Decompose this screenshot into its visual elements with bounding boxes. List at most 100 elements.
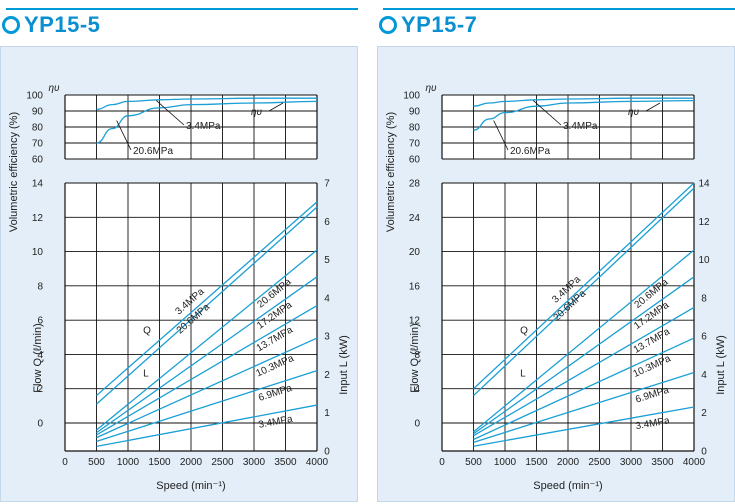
eta-curve-label: ηυ [251, 107, 263, 118]
flow-tick-label: 4 [37, 350, 43, 361]
flow-tick-label: 2 [37, 384, 43, 395]
flow-tick-label: 8 [37, 281, 43, 292]
flow-tick-label: 12 [409, 316, 421, 327]
speed-tick-label: 1500 [525, 457, 548, 468]
speed-axis-label: Speed (min⁻¹) [156, 480, 225, 492]
efficiency-tick-label: 90 [32, 107, 44, 118]
efficiency-tick-label: 70 [32, 139, 44, 150]
chart-panel-yp15-5: 100 90 80 70 60 ηυ 14 12 10 8 6 4 2 0 7 6 5 4 3 2 1 0 0 500 1000… [0, 46, 358, 502]
header-rule [6, 8, 358, 10]
input-curve-letter: L [520, 369, 526, 380]
speed-tick-label: 1000 [494, 457, 517, 468]
input-line-13.7MPa [96, 304, 318, 436]
efficiency-tick-label: 100 [26, 91, 43, 102]
speed-tick-label: 1500 [148, 457, 171, 468]
circle-icon [2, 16, 20, 34]
input-line-20.6MPa [473, 249, 695, 433]
leader-line [493, 120, 509, 151]
speed-tick-label: 3500 [651, 457, 674, 468]
speed-tick-label: 2000 [180, 457, 203, 468]
input-axis-label: Input L (kW) [338, 335, 350, 395]
flow-tick-label: 6 [37, 316, 43, 327]
input-line-17.2MPa [96, 276, 318, 434]
speed-tick-label: 2500 [211, 457, 234, 468]
speed-tick-label: 2000 [557, 457, 580, 468]
efficiency-curve-20.6MPa [473, 99, 695, 131]
flow-curve-letter: Q [143, 325, 151, 336]
flow-tick-label: 14 [32, 179, 44, 190]
efficiency-curve-3.4MPa [473, 97, 694, 107]
efficiency-label-20.6MPa: 20.6MPa [133, 146, 173, 157]
speed-tick-label: 500 [465, 457, 482, 468]
flow-tick-label: 0 [414, 419, 420, 430]
flow-axis-label: Flow Q (ℓ/min) [32, 323, 44, 393]
input-line-20.6MPa [96, 249, 318, 431]
input-tick-label: 7 [324, 179, 330, 190]
chart-title: YP15-7 [401, 12, 478, 37]
efficiency-axis-label: Volumetric efficiency (%) [8, 112, 20, 232]
flow-tick-label: 20 [409, 247, 421, 258]
speed-tick-label: 4000 [683, 457, 706, 468]
efficiency-curve-20.6MPa [96, 100, 318, 144]
input-tick-label: 4 [324, 293, 330, 304]
leader-line [533, 100, 562, 126]
header-yp15-7: YP15-7 [377, 0, 735, 44]
speed-tick-label: 4000 [306, 457, 329, 468]
input-tick-label: 5 [324, 255, 330, 266]
input-tick-label: 0 [324, 447, 330, 458]
flow-tick-label: 10 [32, 247, 44, 258]
leader-line [645, 102, 661, 112]
speed-axis-label: Speed (min⁻¹) [533, 480, 602, 492]
leader-line [268, 102, 284, 112]
leader-line [156, 100, 185, 126]
flow-line-3.4MPa [96, 201, 318, 397]
chart-panel-yp15-7: 100 90 80 70 60 ηυ 28 24 20 16 12 8 4 0 14 12 10 8 6 4 2 0 0 50… [377, 46, 735, 502]
flow-tick-label: 24 [409, 213, 421, 224]
efficiency-axis-label: Volumetric efficiency (%) [385, 112, 397, 232]
input-line-6.9MPa [96, 369, 318, 443]
input-line-17.2MPa [473, 276, 695, 435]
chart-title: YP15-5 [24, 12, 101, 37]
input-curve-letter: L [143, 369, 149, 380]
efficiency-label-3.4MPa: 3.4MPa [186, 121, 221, 132]
eta-symbol: ηυ [48, 83, 60, 94]
leader-line [116, 120, 132, 151]
input-line-13.7MPa [473, 306, 695, 437]
input-line-10.3MPa [96, 337, 318, 439]
flow-line-20.6MPa [473, 187, 695, 397]
input-tick-label: 14 [698, 179, 710, 190]
input-tick-label: 2 [324, 370, 330, 381]
efficiency-tick-label: 70 [409, 139, 421, 150]
speed-tick-label: 3000 [243, 457, 266, 468]
input-tick-label: 0 [701, 447, 707, 458]
input-tick-label: 6 [324, 217, 330, 228]
eta-curve-label: ηυ [628, 107, 640, 118]
header-yp15-5: YP15-5 [0, 0, 358, 44]
flow-tick-label: 28 [409, 179, 421, 190]
flow-tick-label: 16 [409, 281, 421, 292]
flow-axis-label: Flow Q (ℓ/min) [409, 323, 421, 393]
eta-symbol: ηυ [425, 83, 437, 94]
input-tick-label: 6 [701, 332, 707, 343]
speed-tick-label: 3500 [274, 457, 297, 468]
speed-tick-label: 1000 [117, 457, 140, 468]
efficiency-tick-label: 80 [32, 123, 44, 134]
flow-tick-label: 12 [32, 213, 44, 224]
speed-tick-label: 500 [88, 457, 105, 468]
input-line-10.3MPa [473, 337, 695, 441]
flow-tick-label: 8 [414, 350, 420, 361]
flow-line-3.4MPa [473, 182, 695, 390]
speed-tick-label: 0 [62, 457, 68, 468]
speed-tick-label: 0 [439, 457, 445, 468]
efficiency-label-3.4MPa: 3.4MPa [563, 121, 598, 132]
input-line-6.9MPa [473, 371, 695, 444]
efficiency-tick-label: 80 [409, 123, 421, 134]
flow-line-20.6MPa [96, 206, 318, 405]
input-tick-label: 2 [701, 408, 707, 419]
input-tick-label: 1 [324, 408, 330, 419]
speed-tick-label: 2500 [588, 457, 611, 468]
flow-tick-label: 0 [37, 419, 43, 430]
efficiency-label-20.6MPa: 20.6MPa [510, 146, 550, 157]
